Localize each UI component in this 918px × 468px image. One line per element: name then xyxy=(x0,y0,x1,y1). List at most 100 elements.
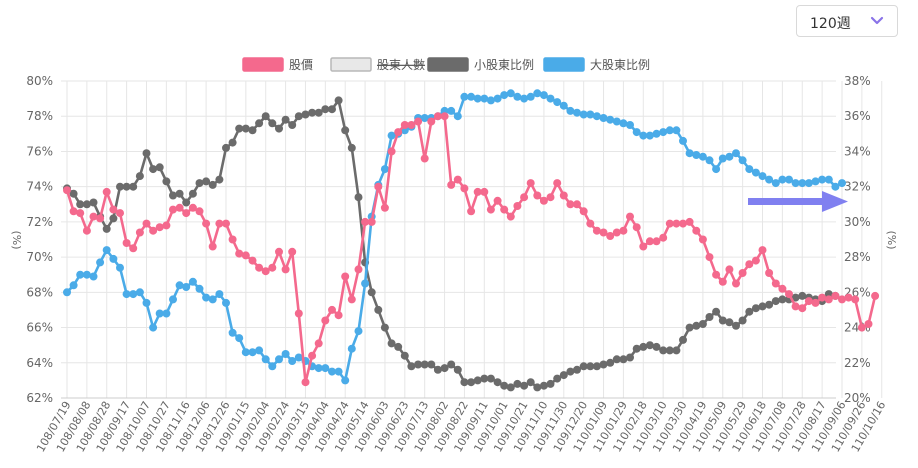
data-point[interactable] xyxy=(765,175,774,184)
data-point[interactable] xyxy=(175,203,184,212)
data-point[interactable] xyxy=(486,374,495,383)
data-point[interactable] xyxy=(460,184,469,193)
data-point[interactable] xyxy=(182,209,191,218)
data-point[interactable] xyxy=(672,346,681,355)
data-point[interactable] xyxy=(169,205,177,214)
data-point[interactable] xyxy=(632,344,641,353)
data-point[interactable] xyxy=(414,360,423,369)
data-point[interactable] xyxy=(745,260,754,269)
data-point[interactable] xyxy=(612,355,621,364)
data-point[interactable] xyxy=(354,193,363,202)
data-point[interactable] xyxy=(493,94,502,103)
data-point[interactable] xyxy=(606,358,615,367)
data-point[interactable] xyxy=(195,179,204,188)
data-point[interactable] xyxy=(308,351,317,360)
data-point[interactable] xyxy=(566,106,575,115)
data-point[interactable] xyxy=(559,191,568,200)
data-point[interactable] xyxy=(645,341,654,350)
data-point[interactable] xyxy=(480,187,489,196)
data-point[interactable] xyxy=(301,110,310,119)
data-point[interactable] xyxy=(427,360,436,369)
data-point[interactable] xyxy=(182,283,191,291)
data-point[interactable] xyxy=(579,362,588,371)
data-point[interactable] xyxy=(745,307,754,316)
data-point[interactable] xyxy=(652,342,661,351)
data-point[interactable] xyxy=(135,172,144,181)
data-point[interactable] xyxy=(500,205,509,214)
data-point[interactable] xyxy=(718,316,727,325)
data-point[interactable] xyxy=(235,334,244,343)
data-point[interactable] xyxy=(506,89,515,98)
data-point[interactable] xyxy=(334,367,343,376)
data-point[interactable] xyxy=(473,187,482,196)
data-point[interactable] xyxy=(685,217,694,226)
data-point[interactable] xyxy=(149,165,158,174)
data-point[interactable] xyxy=(685,323,694,332)
data-point[interactable] xyxy=(321,316,330,325)
data-point[interactable] xyxy=(102,187,111,196)
data-point[interactable] xyxy=(791,302,800,311)
data-point[interactable] xyxy=(129,290,138,299)
data-point[interactable] xyxy=(195,207,204,216)
data-point[interactable] xyxy=(751,168,760,177)
data-point[interactable] xyxy=(612,228,621,237)
data-point[interactable] xyxy=(188,203,197,212)
data-point[interactable] xyxy=(82,226,91,235)
data-point[interactable] xyxy=(202,219,211,228)
data-point[interactable] xyxy=(765,269,774,277)
data-point[interactable] xyxy=(347,344,356,353)
data-point[interactable] xyxy=(467,378,476,387)
data-point[interactable] xyxy=(433,112,442,121)
data-point[interactable] xyxy=(268,362,277,371)
data-point[interactable] xyxy=(334,96,343,105)
data-point[interactable] xyxy=(480,94,489,103)
data-point[interactable] xyxy=(294,353,303,362)
data-point[interactable] xyxy=(513,202,522,210)
data-point[interactable] xyxy=(102,246,111,255)
data-point[interactable] xyxy=(76,270,85,279)
data-point[interactable] xyxy=(202,177,211,186)
data-point[interactable] xyxy=(520,381,529,390)
data-point[interactable] xyxy=(228,235,237,244)
data-point[interactable] xyxy=(261,355,270,364)
data-point[interactable] xyxy=(175,189,184,198)
data-point[interactable] xyxy=(394,342,403,351)
data-point[interactable] xyxy=(281,350,290,358)
data-point[interactable] xyxy=(758,302,767,311)
data-point[interactable] xyxy=(135,228,144,237)
data-point[interactable] xyxy=(804,179,813,188)
data-point[interactable] xyxy=(321,364,330,373)
data-point[interactable] xyxy=(579,110,588,119)
data-point[interactable] xyxy=(294,309,303,318)
data-point[interactable] xyxy=(241,251,250,260)
data-point[interactable] xyxy=(679,219,687,228)
data-point[interactable] xyxy=(599,360,608,369)
data-point[interactable] xyxy=(380,165,389,174)
data-point[interactable] xyxy=(712,270,721,279)
data-point[interactable] xyxy=(665,126,674,135)
data-point[interactable] xyxy=(261,267,270,276)
data-point[interactable] xyxy=(506,212,515,221)
data-point[interactable] xyxy=(281,115,290,124)
data-point[interactable] xyxy=(116,182,124,191)
data-point[interactable] xyxy=(679,136,687,145)
data-point[interactable] xyxy=(738,316,747,325)
data-point[interactable] xyxy=(639,242,648,251)
data-point[interactable] xyxy=(69,207,78,216)
legend-item[interactable]: 大股東比例 xyxy=(543,57,650,72)
data-point[interactable] xyxy=(215,175,224,184)
data-point[interactable] xyxy=(612,117,621,126)
data-point[interactable] xyxy=(765,300,774,309)
data-point[interactable] xyxy=(619,226,628,235)
data-point[interactable] xyxy=(533,191,542,200)
data-point[interactable] xyxy=(76,200,85,209)
data-point[interactable] xyxy=(69,281,78,290)
data-point[interactable] xyxy=(745,165,754,174)
data-point[interactable] xyxy=(705,253,714,262)
data-point[interactable] xyxy=(778,284,787,293)
data-point[interactable] xyxy=(732,279,740,288)
data-point[interactable] xyxy=(592,112,601,121)
data-point[interactable] xyxy=(228,328,237,337)
data-point[interactable] xyxy=(871,291,880,300)
data-point[interactable] xyxy=(361,217,370,226)
